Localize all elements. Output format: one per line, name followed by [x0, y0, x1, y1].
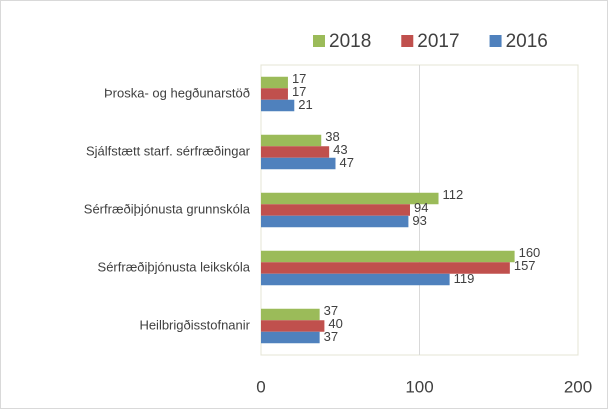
- legend-swatch: [489, 35, 502, 47]
- value-label: 43: [333, 142, 347, 157]
- x-tick-label: 100: [405, 377, 433, 396]
- bar: [261, 215, 409, 228]
- y-tick-label: Heilbrigðisstofnanir: [139, 317, 250, 332]
- bar: [261, 88, 288, 100]
- bar: [261, 331, 320, 344]
- legend-label: 2018: [329, 31, 371, 52]
- legend-label: 2016: [506, 31, 548, 52]
- y-tick-label: Sérfræðiþjónusta leikskóla: [98, 259, 251, 274]
- bar: [261, 157, 336, 170]
- bar: [261, 262, 510, 274]
- bar: [261, 192, 439, 205]
- value-label: 38: [325, 129, 339, 144]
- value-label: 160: [519, 245, 541, 260]
- y-tick-label: Sérfræðiþjónusta grunnskóla: [84, 201, 251, 216]
- value-label: 47: [339, 155, 353, 170]
- value-label: 94: [414, 200, 428, 215]
- value-label: 157: [514, 258, 536, 273]
- value-label: 37: [324, 303, 338, 318]
- bar: [261, 99, 295, 112]
- bar: [261, 320, 325, 332]
- bar: [261, 204, 410, 216]
- value-label: 17: [292, 71, 306, 86]
- value-label: 112: [443, 187, 464, 202]
- bar: [261, 146, 330, 158]
- legend-swatch: [313, 35, 325, 47]
- bar: [261, 250, 515, 263]
- bar: [261, 134, 322, 147]
- bar: [261, 308, 320, 321]
- value-label: 37: [324, 329, 338, 344]
- legend-label: 2017: [417, 31, 459, 52]
- bar: [261, 76, 288, 89]
- value-label: 40: [328, 316, 342, 331]
- value-label: 21: [298, 97, 312, 112]
- value-label: 119: [454, 271, 475, 286]
- value-label: 93: [412, 213, 426, 228]
- x-tick-label: 200: [564, 377, 592, 396]
- legend-swatch: [401, 35, 414, 47]
- value-label: 17: [292, 84, 306, 99]
- x-tick-label: 0: [256, 377, 265, 396]
- bar: [261, 273, 450, 286]
- y-tick-label: Þroska- og hegðunarstöð: [104, 85, 250, 100]
- y-tick-label: Sjálfstætt starf. sérfræðingar: [86, 143, 251, 158]
